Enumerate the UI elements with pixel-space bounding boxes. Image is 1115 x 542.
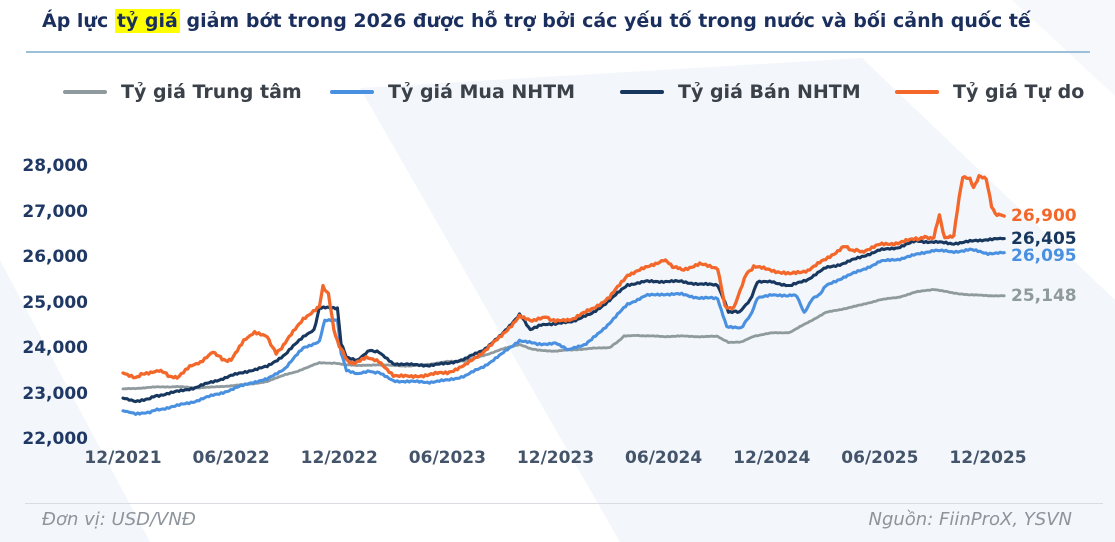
series-end-value-label: 25,148 xyxy=(1011,285,1077,306)
title-underline xyxy=(26,51,1090,53)
footer-divider xyxy=(25,503,1103,504)
watermark-shape xyxy=(1012,0,1115,96)
x-tick-label: 06/2024 xyxy=(625,448,703,468)
series-line-1 xyxy=(121,247,1006,416)
legend-item-mua-nhtm: Tỷ giá Mua NHTM xyxy=(330,80,575,104)
y-tick-label: 26,000 xyxy=(22,247,88,267)
x-tick-label: 12/2024 xyxy=(733,448,811,468)
legend-line-swatch-gray xyxy=(63,90,107,94)
x-tick-label: 06/2022 xyxy=(192,448,270,468)
legend-item-trung-tam: Tỷ giá Trung tâm xyxy=(63,80,302,104)
x-tick-label: 12/2021 xyxy=(84,448,162,468)
title-prefix: Áp lực xyxy=(42,10,115,32)
legend-line-swatch-orange xyxy=(895,90,939,94)
y-tick-label: 22,000 xyxy=(22,429,88,449)
legend-line-swatch-lightblue xyxy=(330,90,374,94)
series-line-3 xyxy=(121,174,1006,380)
x-tick-label: 06/2025 xyxy=(841,448,919,468)
legend-label: Tỷ giá Bán NHTM xyxy=(678,81,861,103)
y-tick-label: 27,000 xyxy=(22,201,88,222)
x-tick-label: 12/2022 xyxy=(300,448,378,468)
y-tick-label: 23,000 xyxy=(22,383,88,404)
series-end-value-label: 26,900 xyxy=(1011,206,1077,227)
x-tick-label: 06/2023 xyxy=(408,448,486,468)
watermark-shape xyxy=(0,260,150,542)
unit-note: Đơn vị: USD/VNĐ xyxy=(42,509,196,530)
legend-label: Tỷ giá Trung tâm xyxy=(121,81,302,103)
legend-item-tu-do: Tỷ giá Tự do xyxy=(895,80,1084,104)
title-suffix: giảm bớt trong 2026 được hỗ trợ bởi các … xyxy=(179,10,1031,32)
page-title: Áp lực tỷ giá giảm bớt trong 2026 được h… xyxy=(42,9,1102,33)
legend-label: Tỷ giá Tự do xyxy=(953,81,1085,103)
series-end-value-label: 26,095 xyxy=(1011,245,1077,266)
legend-line-swatch-navy xyxy=(620,90,664,94)
y-tick-label: 25,000 xyxy=(22,292,88,313)
title-highlight: tỷ giá xyxy=(114,9,180,33)
chart-legend: Tỷ giá Trung tâm Tỷ giá Mua NHTM Tỷ giá … xyxy=(0,80,1115,110)
y-tick-label: 28,000 xyxy=(22,156,88,176)
series-line-0 xyxy=(121,288,1006,391)
series-end-value-label: 26,405 xyxy=(1011,228,1077,249)
legend-label: Tỷ giá Mua NHTM xyxy=(388,81,576,103)
source-note: Nguồn: FiinProX, YSVN xyxy=(868,509,1072,530)
y-tick-label: 24,000 xyxy=(22,338,88,358)
x-tick-label: 12/2023 xyxy=(516,448,595,468)
legend-item-ban-nhtm: Tỷ giá Bán NHTM xyxy=(620,80,861,104)
x-tick-label: 12/2025 xyxy=(949,448,1027,468)
